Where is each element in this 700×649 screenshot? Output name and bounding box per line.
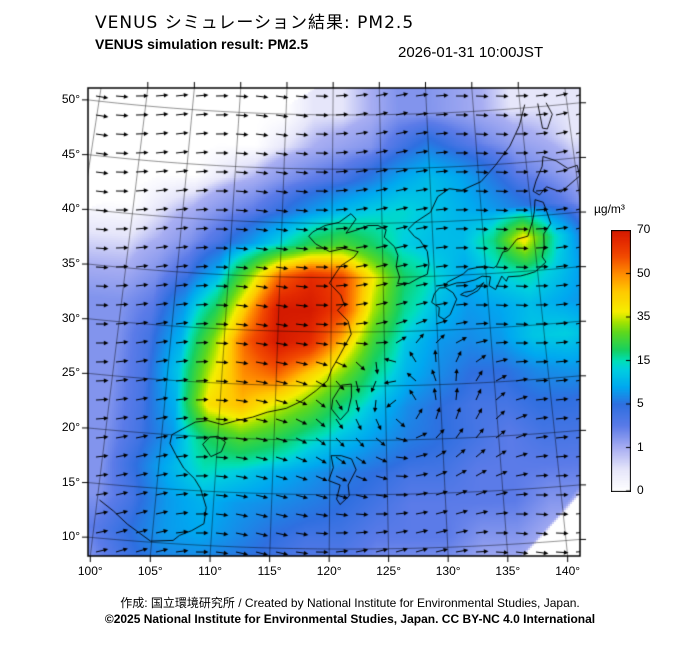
credit-line: 作成: 国立環境研究所 / Created by National Instit… (120, 596, 580, 610)
license-line: ©2025 National Institute for Environment… (104, 612, 596, 626)
colorbar-unit-label: µg/m³ (594, 202, 625, 216)
colorbar (611, 230, 631, 492)
